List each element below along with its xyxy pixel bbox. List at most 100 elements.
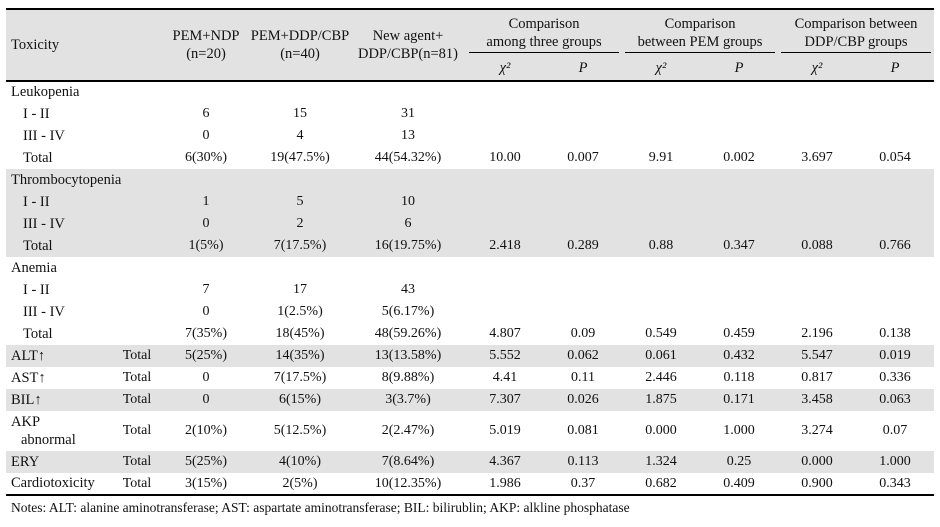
stat-cell: 5.019 [489, 423, 521, 439]
stat-cell: 0.37 [570, 475, 596, 491]
stat-cell [544, 191, 623, 213]
stat-cell: 0.138 [879, 326, 911, 342]
value-cell: 17 [293, 282, 307, 298]
stat-cell [778, 191, 857, 213]
stat-cell: 0.549 [645, 326, 677, 342]
header-row-top: Toxicity PEM+NDP (n=20) PEM+DDP/CBP (n=4… [6, 9, 935, 81]
value-cell: 5(25%) [162, 451, 250, 473]
stat-cell [778, 257, 856, 279]
stat-cell: 0.88 [622, 235, 701, 257]
value-cell: 13(13.58%) [350, 345, 466, 367]
value-cell: 5(25%) [162, 345, 250, 367]
stat-cell: 2.418 [466, 235, 544, 257]
stat-cell: 3.697 [801, 150, 833, 166]
stat-cell: 0.113 [544, 451, 623, 473]
stat-cell [466, 103, 544, 125]
stat-cell [622, 125, 700, 147]
stat-cell [778, 103, 856, 125]
stat-cell [700, 191, 779, 213]
stat-cell: 0.019 [856, 345, 935, 367]
stat-cell [700, 301, 778, 323]
value-cell [162, 81, 250, 103]
table-row-section: Anemia [6, 257, 934, 279]
stat-cell: 1.000 [723, 423, 755, 439]
stat-cell: 1.986 [489, 475, 521, 491]
value-cell: 10(12.35%) [374, 475, 442, 491]
stat-cell [700, 169, 779, 191]
stat-cell [544, 279, 622, 301]
value-cell: 18(45%) [275, 326, 325, 342]
stat-cell [778, 125, 856, 147]
stat-cell [544, 125, 622, 147]
table-row-grade: I - II 1 5 10 [6, 191, 935, 213]
value-cell: 43 [401, 282, 415, 298]
stat-cell [544, 81, 622, 103]
stat-cell [622, 81, 700, 103]
stat-cell [778, 169, 857, 191]
group-header-line1: PEM+NDP [172, 27, 240, 44]
stat-cell: 0.118 [723, 370, 755, 386]
column-header-group-new-agent: New agent+ DDP/CBP(n=81) [350, 9, 466, 81]
stat-cell: 0.459 [723, 326, 755, 342]
value-cell: 44(54.32%) [374, 150, 442, 166]
comparison-header-line2: DDP/CBP groups [781, 33, 932, 54]
stat-cell [778, 213, 857, 235]
stat-cell: 4.807 [489, 326, 521, 342]
stat-cell: 0.11 [571, 370, 595, 386]
table-row-grade: I - II 6 15 31 [6, 103, 934, 125]
column-header-comparison-pem-groups: Comparison between PEM groups [622, 9, 779, 56]
stat-cell: 0.054 [879, 150, 911, 166]
value-cell: 8(9.88%) [381, 370, 435, 386]
value-cell: 1(5%) [162, 235, 250, 257]
row-label-cell: AKP abnormal [11, 413, 76, 448]
value-cell: 3(15%) [185, 475, 227, 491]
row-label-cell: Cardiotoxicity [11, 475, 95, 492]
value-cell: 7(35%) [185, 326, 227, 342]
value-cell: 6(15%) [250, 389, 350, 411]
stat-cell: 0.409 [723, 475, 755, 491]
value-cell: 15 [293, 106, 307, 122]
stat-cell [466, 213, 544, 235]
column-header-group-pem-ddp-cbp: PEM+DDP/CBP (n=40) [250, 9, 350, 81]
stat-cell: 1.000 [856, 451, 935, 473]
total-sub-cell: Total [122, 370, 152, 386]
table-row-grade: III - IV 0 2 6 [6, 213, 935, 235]
value-cell: 5(6.17%) [381, 304, 435, 320]
stat-cell [856, 191, 935, 213]
stat-cell: 0.817 [801, 370, 833, 386]
stat-cell [466, 257, 544, 279]
column-header-p-3: P [856, 56, 935, 81]
value-cell: 7(8.64%) [350, 451, 466, 473]
total-sub-cell: Total [112, 345, 162, 367]
stat-cell: 0.432 [700, 345, 779, 367]
stat-cell: 1.324 [622, 451, 701, 473]
stat-cell: 5.547 [778, 345, 857, 367]
stat-cell: 0.063 [856, 389, 935, 411]
stat-cell [466, 81, 544, 103]
table-notes: Notes: ALT: alanine aminotransferase; AS… [11, 500, 630, 515]
comparison-header-line1: Comparison [508, 15, 580, 32]
group-header-line1: New agent+ [372, 27, 444, 44]
total-sub-cell: Total [112, 389, 162, 411]
stat-cell: 1.875 [622, 389, 701, 411]
comparison-header-line2: among three groups [469, 33, 620, 54]
stat-cell [622, 213, 701, 235]
stat-cell [700, 81, 778, 103]
stat-cell [856, 301, 934, 323]
value-cell: 0 [202, 128, 210, 144]
stat-cell: 5.552 [466, 345, 544, 367]
value-cell: 5 [250, 191, 350, 213]
table-row-grade: I - II 7 17 43 [6, 279, 934, 301]
value-cell: 7 [202, 282, 210, 298]
stat-cell [700, 257, 778, 279]
value-cell [162, 257, 250, 279]
stat-cell [856, 81, 934, 103]
stat-cell: 0.000 [778, 451, 857, 473]
table-row-lab: ALT↑ Total 5(25%) 14(35%) 13(13.58%) 5.552 0.0… [6, 345, 935, 367]
toxicity-table: Toxicity PEM+NDP (n=20) PEM+DDP/CBP (n=4… [6, 8, 935, 496]
stat-cell [544, 257, 622, 279]
stat-cell [700, 125, 778, 147]
value-cell: 14(35%) [250, 345, 350, 367]
value-cell: 0 [162, 213, 250, 235]
value-cell: 0 [202, 304, 210, 320]
